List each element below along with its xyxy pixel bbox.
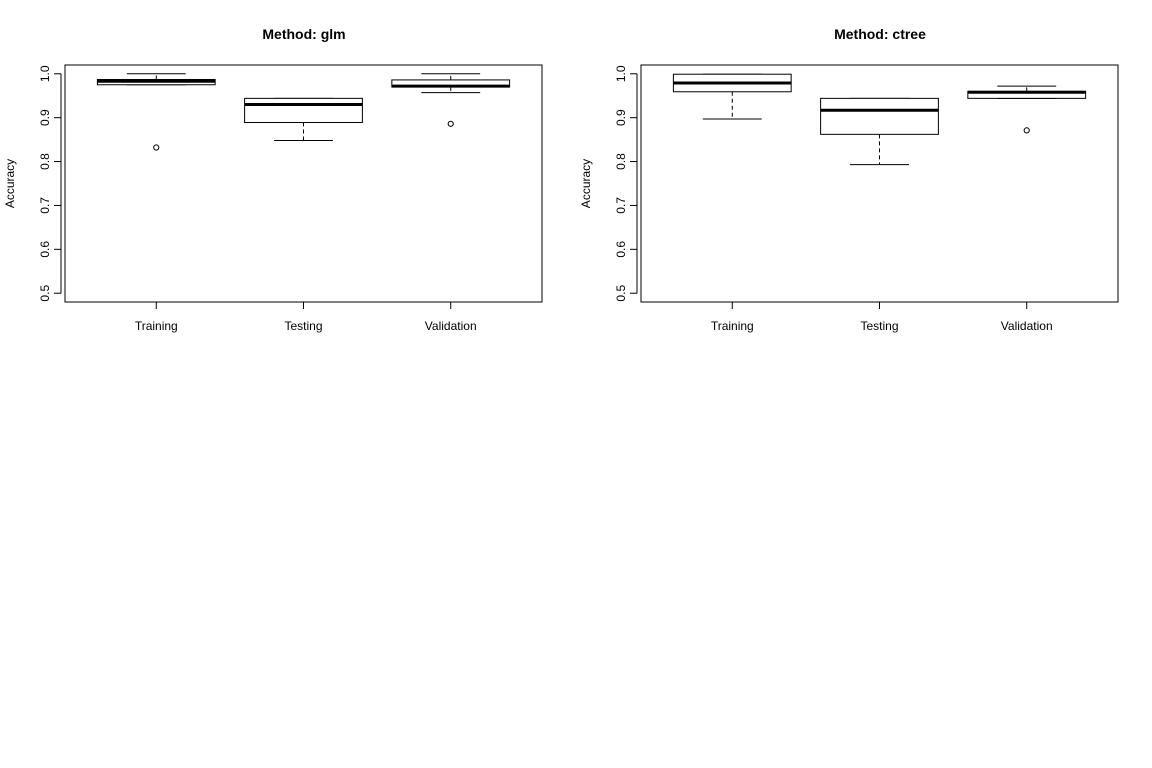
box-iqr [244,97,363,123]
outlier-point [447,120,454,127]
box-training [96,73,216,151]
y-tick-label: 1.0 [614,65,628,82]
panel-ctree: Method: ctree Accuracy 0.5 0.6 0.7 0.8 0.9 1.… [579,26,1119,333]
x-tick-label: Testing [284,319,322,333]
outlier-point [1023,127,1030,134]
y-axis-label: Accuracy [579,159,593,208]
panel-glm: Method: glm Accuracy 0.5 0.6 0.7 0.8 0.9 1.0 T… [3,26,543,333]
y-tick-label: 1.0 [38,65,52,82]
y-tick-label: 0.6 [38,241,52,258]
y-axis-label: Accuracy [3,159,17,208]
box-validation [967,85,1087,134]
y-tick-label: 0.8 [38,153,52,170]
y-tick-label: 0.9 [614,109,628,126]
outlier-point [153,144,160,151]
box-validation [391,73,511,127]
box-testing [820,97,939,166]
x-tick-label: Validation [425,319,477,333]
box-iqr [820,97,939,135]
x-tick-label: Validation [1001,319,1053,333]
chart-title: Method: glm [262,26,345,42]
x-tick-label: Training [135,319,178,333]
x-tick-label: Training [711,319,754,333]
box-training [672,73,792,120]
y-tick-label: 0.5 [38,285,52,302]
chart-title: Method: ctree [834,26,926,42]
x-tick-label: Testing [860,319,898,333]
y-tick-label: 0.6 [614,241,628,258]
y-tick-label: 0.9 [38,109,52,126]
y-tick-label: 0.5 [614,285,628,302]
y-tick-label: 0.8 [614,153,628,170]
y-tick-label: 0.7 [614,197,628,214]
box-testing [244,97,363,141]
y-tick-label: 0.7 [38,197,52,214]
